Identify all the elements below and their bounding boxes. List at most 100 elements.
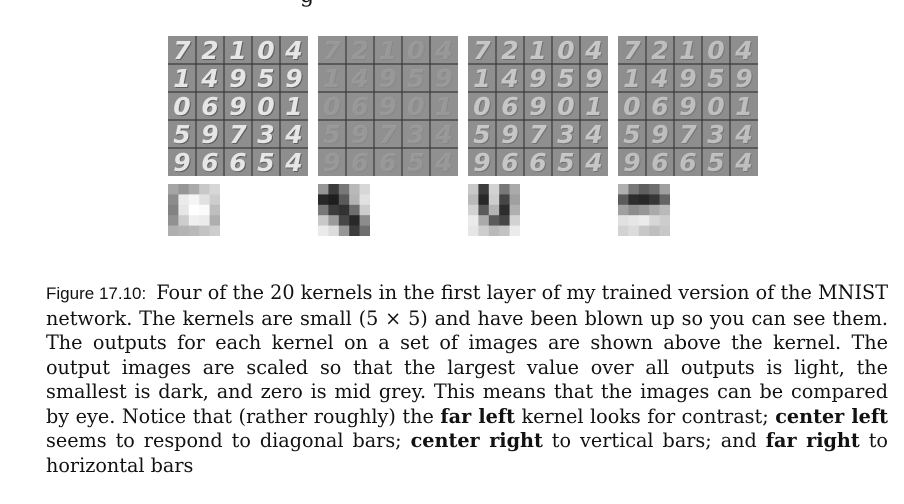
output-digit-shadow: 9 (380, 65, 397, 94)
kernel-pixel (499, 184, 510, 195)
output-digit-shadow: 1 (586, 93, 603, 122)
output-digit-shadow: 0 (558, 93, 575, 122)
output-digit: 0 (407, 92, 424, 121)
output-cell-bg (346, 92, 374, 120)
output-digit: 4 (284, 120, 302, 149)
kernel-pixel (509, 204, 520, 216)
figure-label: Figure 17.10: (46, 284, 147, 304)
output-digit-shadow: 5 (258, 149, 275, 176)
output-digit-shadow: 6 (352, 149, 369, 176)
output-digit: 0 (323, 92, 340, 121)
output-digit: 9 (435, 64, 452, 93)
output-digit-shadow: 0 (408, 93, 425, 122)
output-cell-bg (168, 36, 196, 64)
output-digit-shadow: 9 (530, 93, 547, 122)
kernel-pixel (349, 184, 360, 195)
output-cell-bg (374, 148, 402, 176)
output-digit: 6 (229, 148, 246, 176)
output-digit: 9 (379, 92, 396, 121)
kernel-pixel (328, 215, 340, 226)
kernel-pixel (178, 204, 190, 216)
kernel-pixel (499, 194, 510, 206)
kernel-pixel (338, 215, 350, 226)
output-digit-shadow: 7 (624, 37, 642, 66)
kernel-pixel (628, 204, 640, 216)
output-cell-bg (730, 64, 758, 92)
output-cell-bg (580, 36, 608, 64)
kernel-pixel (318, 215, 329, 226)
output-digit: 7 (229, 120, 247, 149)
kernel-pixel (199, 225, 210, 236)
output-digit-shadow: 0 (624, 93, 641, 122)
output-digit: 4 (734, 120, 752, 149)
output-digit: 0 (557, 92, 574, 121)
output-digit-shadow: 1 (380, 37, 397, 66)
output-digit-shadow: 2 (652, 37, 669, 66)
output-digit: 9 (651, 120, 668, 149)
kernel-pixel (638, 215, 650, 226)
output-digit: 3 (257, 120, 274, 149)
kernel-pixel (478, 215, 490, 226)
kernel-pixel (649, 225, 660, 236)
kernel-pixel (318, 225, 329, 236)
kernel-pixel (649, 184, 660, 195)
output-digit: 9 (473, 148, 490, 176)
output-cell-bg (674, 148, 702, 176)
cropped-text: g (300, 0, 360, 7)
output-digit: 4 (434, 36, 452, 65)
output-cell-bg (646, 148, 674, 176)
kernel-pixel (628, 225, 640, 236)
kernel-pixel (188, 184, 200, 195)
output-digit: 7 (679, 120, 697, 149)
output-digit-shadow: 1 (736, 93, 753, 122)
output-digit: 5 (707, 148, 724, 176)
output-cell-bg (618, 64, 646, 92)
kernel-pixel (618, 225, 629, 236)
kernel-pixel (359, 194, 370, 206)
kernel-pixel (509, 184, 520, 195)
output-digit-shadow: 4 (735, 121, 753, 150)
output-cell-bg (280, 120, 308, 148)
output-cell-bg (224, 92, 252, 120)
output-digit-shadow: 4 (285, 121, 303, 150)
output-digit: 6 (501, 92, 518, 121)
kernel-pixel (488, 215, 500, 226)
output-cell-bg (552, 36, 580, 64)
figure-caption: Figure 17.10: Four of the 20 kernels in t… (46, 281, 888, 478)
output-digit-shadow: 5 (174, 121, 191, 150)
output-digit: 7 (323, 36, 341, 65)
kernel-pixel (659, 215, 670, 226)
output-digit: 0 (473, 92, 490, 121)
output-digit: 6 (679, 148, 696, 176)
output-digit-shadow: 1 (174, 65, 191, 94)
caption-text-5: to horizontal bars (46, 429, 888, 477)
output-cell-bg (674, 64, 702, 92)
output-cell-bg (402, 36, 430, 64)
output-digit: 5 (257, 148, 274, 176)
output-cell-bg (224, 148, 252, 176)
kernel-pixel (349, 215, 360, 226)
output-digit: 4 (584, 120, 602, 149)
kernel-pixel (188, 225, 200, 236)
output-digit-shadow: 6 (502, 149, 519, 176)
output-digit: 5 (407, 148, 424, 176)
output-digit: 1 (623, 64, 640, 93)
output-digit-shadow: 9 (474, 149, 491, 176)
output-digit-shadow: 7 (230, 121, 248, 150)
kernel-pixel (168, 215, 179, 226)
output-digit-shadow: 3 (258, 121, 275, 150)
output-digit: 9 (323, 148, 340, 176)
output-digit: 9 (679, 64, 696, 93)
output-digit: 4 (734, 36, 752, 65)
output-digit: 5 (257, 64, 274, 93)
output-digit: 0 (257, 92, 274, 121)
kernel-pixel (499, 204, 510, 216)
output-digit: 5 (323, 120, 340, 149)
output-digit-shadow: 1 (530, 37, 547, 66)
output-cell-bg (252, 120, 280, 148)
kernel-pixel (468, 215, 479, 226)
output-digit-shadow: 4 (285, 37, 303, 66)
output-cell-bg (468, 92, 496, 120)
kernel-grid-far-left (168, 184, 220, 236)
output-digit-shadow: 6 (680, 149, 697, 176)
